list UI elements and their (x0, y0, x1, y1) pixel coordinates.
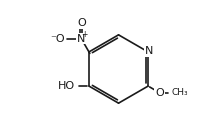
Text: N: N (144, 46, 153, 56)
Text: ⁻O: ⁻O (50, 34, 65, 44)
Text: HO: HO (58, 81, 75, 91)
Text: O: O (155, 88, 164, 98)
Text: +: + (82, 30, 88, 39)
Text: CH₃: CH₃ (172, 88, 188, 97)
Text: O: O (77, 18, 86, 28)
Text: N: N (77, 34, 86, 44)
